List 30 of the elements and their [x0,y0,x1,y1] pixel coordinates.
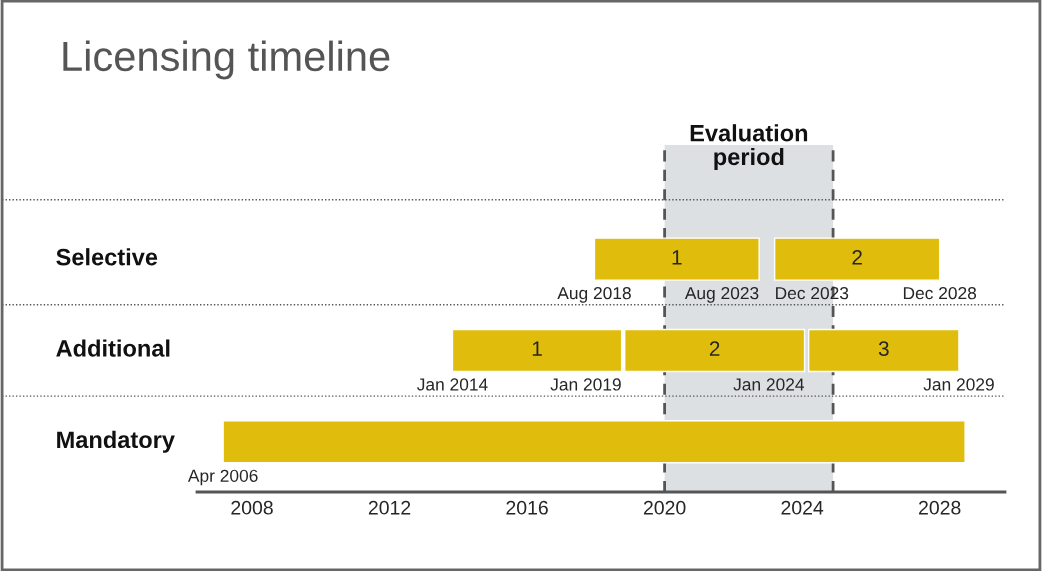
y-tick-label: Additional [56,339,170,357]
chart-title: Licensing timeline [63,40,390,80]
annotation: 1 [532,341,542,356]
bar [451,328,623,373]
x-tick-label: 2024 [781,500,824,515]
band-label: Evaluation period [690,124,808,170]
y-tick-label: Mandatory [57,430,175,453]
annotation: 2 [709,341,720,356]
bar [624,328,806,373]
y-tick-label: Selective [56,248,158,266]
x-tick-label: 2016 [506,500,548,515]
bar [773,237,941,281]
bar [807,328,960,373]
annotation: 2 [852,249,862,265]
x-tick-label: 2020 [643,500,686,515]
bar [593,237,760,281]
x-tick-label: 2008 [231,500,273,515]
annotation: Jan 2024 [733,378,805,391]
x-tick-label: 2028 [919,500,961,515]
annotation: 1 [672,250,682,265]
annotation: Jan 2014 [417,378,488,391]
annotation: Aug 2018 [557,287,631,303]
annotation: Dec 2028 [903,287,977,300]
bar [222,420,966,464]
annotation: 3 [878,341,889,357]
annotation: Apr 2006 [187,469,258,486]
annotation: Jan 2019 [550,378,621,391]
annotation: Aug 2023 [684,287,759,303]
annotation: Jan 2029 [923,378,994,391]
x-tick-label: 2012 [368,500,411,515]
